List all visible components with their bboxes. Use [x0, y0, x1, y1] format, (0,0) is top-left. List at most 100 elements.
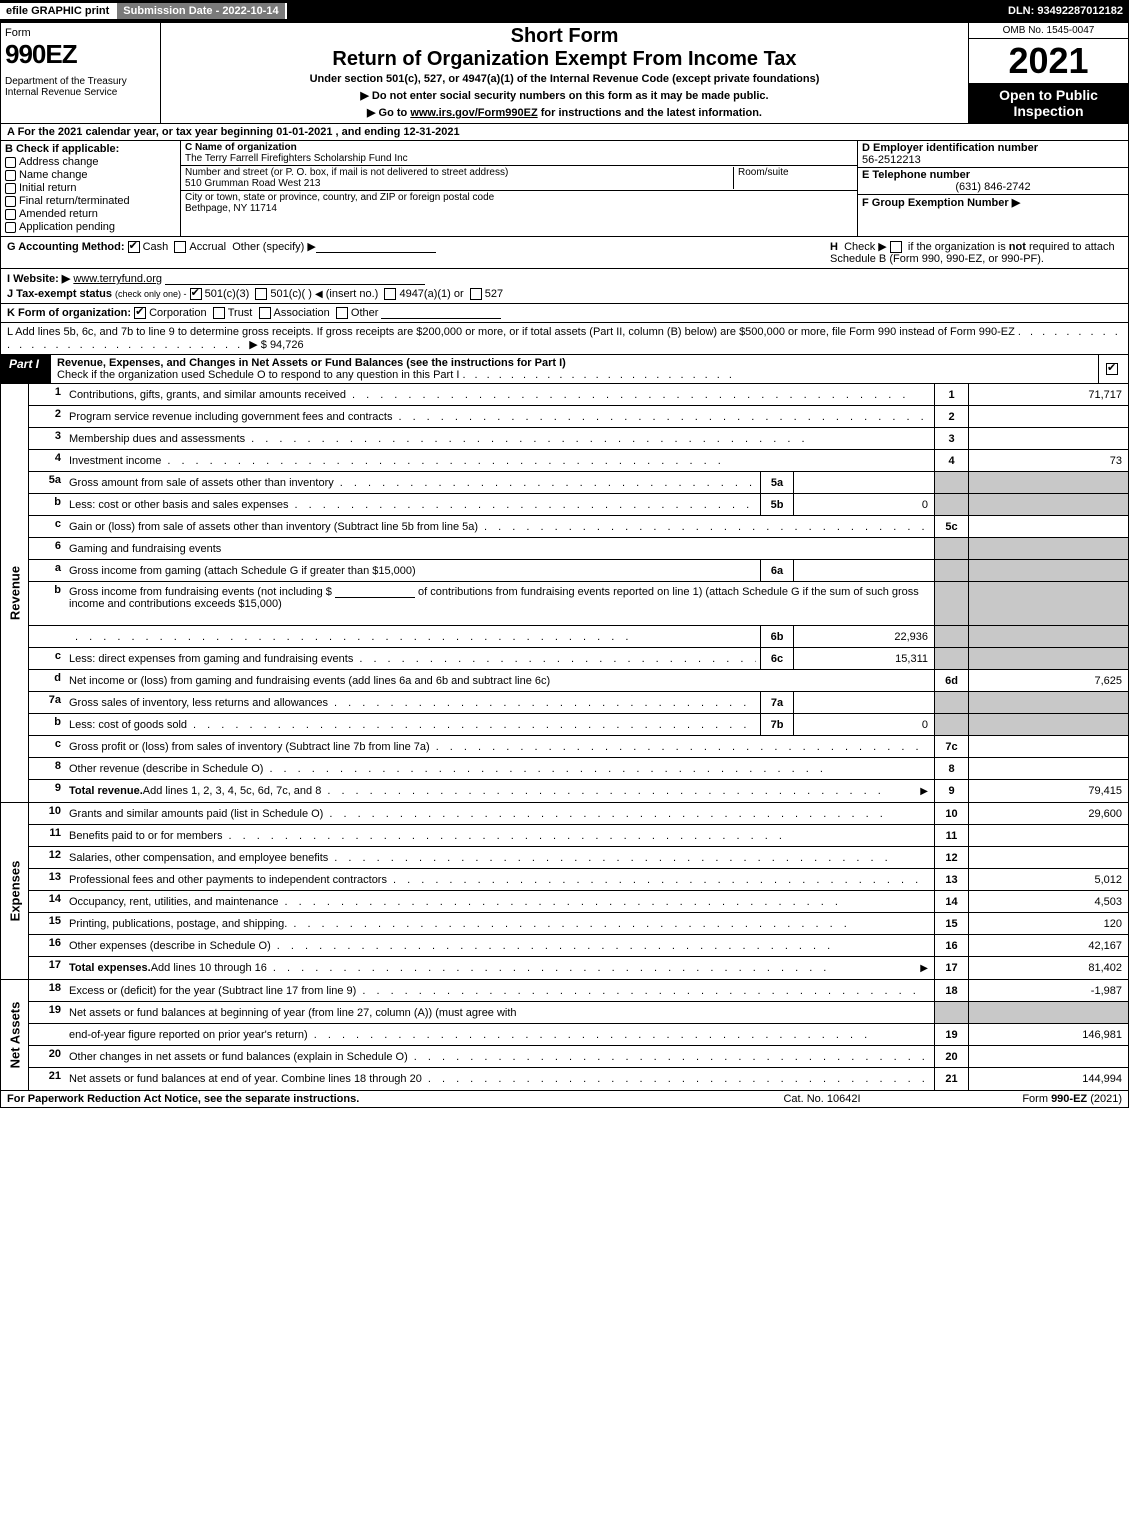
- line-14-val: 4,503: [968, 891, 1128, 912]
- form-label: Form: [5, 27, 156, 39]
- line-9-rest: Add lines 1, 2, 3, 4, 5c, 6d, 7c, and 8: [143, 785, 322, 797]
- c-street: 510 Grumman Road West 213: [185, 178, 320, 189]
- chk-amended-return[interactable]: Amended return: [5, 208, 176, 220]
- line-7a-sn: 7a: [760, 692, 794, 713]
- goto-pre: ▶ Go to: [367, 107, 410, 119]
- line-5b: bLess: cost or other basis and sales exp…: [29, 494, 1128, 516]
- line-10-desc: Grants and similar amounts paid (list in…: [69, 808, 323, 820]
- side-revenue-label: Revenue: [7, 566, 22, 620]
- chk-initial-return[interactable]: Initial return: [5, 182, 176, 194]
- line-21-no: 21: [934, 1068, 968, 1090]
- chk-other-org[interactable]: [336, 307, 348, 319]
- line-14-no: 14: [934, 891, 968, 912]
- line-6d-val: 7,625: [968, 670, 1128, 691]
- line-5a-sn: 5a: [760, 472, 794, 493]
- chk-501c3[interactable]: [190, 288, 202, 300]
- part1-chk[interactable]: [1098, 355, 1128, 383]
- line-8-val: [968, 758, 1128, 779]
- line-9-val: 79,415: [968, 780, 1128, 802]
- line-6d-desc: Net income or (loss) from gaming and fun…: [69, 675, 550, 687]
- line-8-no: 8: [934, 758, 968, 779]
- c-name: The Terry Farrell Firefighters Scholarsh…: [185, 153, 408, 164]
- chk-trust[interactable]: [213, 307, 225, 319]
- line-18: 18Excess or (deficit) for the year (Subt…: [29, 980, 1128, 1002]
- dots: . . . . . . . . . . . . . . . . . . . . …: [392, 411, 930, 423]
- g-other-line[interactable]: [316, 241, 436, 253]
- line-7a-cno: [934, 692, 968, 713]
- dots: . . . . . . . . . . . . . . . . . . . . …: [267, 962, 920, 974]
- chk-final-return[interactable]: Final return/terminated: [5, 195, 176, 207]
- line-1-desc: Contributions, gifts, grants, and simila…: [69, 389, 346, 401]
- line-21-desc: Net assets or fund balances at end of ye…: [69, 1073, 422, 1085]
- expenses-lines: 10Grants and similar amounts paid (list …: [29, 803, 1128, 979]
- chk-address-change[interactable]: Address change: [5, 156, 176, 168]
- efile-bar: efile GRAPHIC print Submission Date - 20…: [0, 0, 1129, 22]
- f-lbl: F Group Exemption Number ▶: [862, 197, 1020, 209]
- line-15: 15Printing, publications, postage, and s…: [29, 913, 1128, 935]
- chk-corp[interactable]: [134, 307, 146, 319]
- line-11-desc: Benefits paid to or for members: [69, 830, 222, 842]
- line-6a-desc: Gross income from gaming (attach Schedul…: [69, 565, 416, 577]
- i-lbl: I Website: ▶: [7, 273, 70, 285]
- d-block: D Employer identification number 56-2512…: [858, 141, 1128, 168]
- line-20-no: 20: [934, 1046, 968, 1067]
- g-lbl: G Accounting Method:: [7, 241, 125, 253]
- chk-name-change-label: Name change: [19, 169, 88, 181]
- dots: . . . . . . . . . . . . . . . . . . . . …: [356, 985, 930, 997]
- part1-tab: Part I: [1, 355, 51, 383]
- line-7c: cGross profit or (loss) from sales of in…: [29, 736, 1128, 758]
- k-other-line[interactable]: [381, 307, 501, 319]
- line-6b-sv: 22,936: [794, 626, 934, 647]
- chk-h[interactable]: [890, 241, 902, 253]
- line-6c: cLess: direct expenses from gaming and f…: [29, 648, 1128, 670]
- part1-title: Revenue, Expenses, and Changes in Net As…: [51, 355, 1098, 383]
- line-11: 11Benefits paid to or for members. . . .…: [29, 825, 1128, 847]
- revenue-lines: 1Contributions, gifts, grants, and simil…: [29, 384, 1128, 802]
- line-17-no: 17: [934, 957, 968, 979]
- chk-assoc[interactable]: [259, 307, 271, 319]
- ftr-m: Cat. No. 10642I: [722, 1093, 922, 1105]
- j-a: 501(c)(3): [205, 288, 250, 300]
- chk-address-change-label: Address change: [19, 156, 99, 168]
- line-13: 13Professional fees and other payments t…: [29, 869, 1128, 891]
- c-name-block: C Name of organization The Terry Farrell…: [181, 141, 857, 166]
- chk-cash[interactable]: [128, 241, 140, 253]
- line-12: 12Salaries, other compensation, and empl…: [29, 847, 1128, 869]
- line-3: 3Membership dues and assessments. . . . …: [29, 428, 1128, 450]
- chk-accrual[interactable]: [174, 241, 186, 253]
- i-website[interactable]: www.terryfund.org: [73, 273, 162, 285]
- chk-name-change[interactable]: Name change: [5, 169, 176, 181]
- e-block: E Telephone number (631) 846-2742: [858, 168, 1128, 195]
- line-7a-sv: [794, 692, 934, 713]
- row-l: L Add lines 5b, 6c, and 7b to line 9 to …: [1, 323, 1128, 355]
- chk-501c[interactable]: [255, 288, 267, 300]
- c-city-lbl: City or town, state or province, country…: [185, 192, 494, 203]
- ftr-r-post: (2021): [1087, 1093, 1122, 1105]
- chk-527[interactable]: [470, 288, 482, 300]
- line-8-desc: Other revenue (describe in Schedule O): [69, 763, 263, 775]
- line-7b: bLess: cost of goods sold. . . . . . . .…: [29, 714, 1128, 736]
- line-7c-desc: Gross profit or (loss) from sales of inv…: [69, 741, 430, 753]
- footer: For Paperwork Reduction Act Notice, see …: [1, 1090, 1128, 1107]
- line-3-val: [968, 428, 1128, 449]
- ftr-r-b: 990-EZ: [1051, 1093, 1087, 1105]
- revenue-table: Revenue 1Contributions, gifts, grants, a…: [1, 384, 1128, 802]
- line-10-val: 29,600: [968, 803, 1128, 824]
- line-7c-val: [968, 736, 1128, 757]
- goto-link[interactable]: www.irs.gov/Form990EZ: [410, 107, 537, 119]
- chk-application-pending[interactable]: Application pending: [5, 221, 176, 233]
- line-6d-no: 6d: [934, 670, 968, 691]
- line-14-desc: Occupancy, rent, utilities, and maintena…: [69, 896, 279, 908]
- g-cash: Cash: [143, 241, 169, 253]
- line-1-val: 71,717: [968, 384, 1128, 405]
- line-20-val: [968, 1046, 1128, 1067]
- k-lbl: K Form of organization:: [7, 307, 131, 319]
- chk-4947[interactable]: [384, 288, 396, 300]
- part1-sub: Check if the organization used Schedule …: [57, 369, 459, 381]
- line-6a-sn: 6a: [760, 560, 794, 581]
- dots: . . . . . . . . . . . . . . . . . . . . …: [328, 697, 756, 709]
- line-6a: aGross income from gaming (attach Schedu…: [29, 560, 1128, 582]
- line-15-val: 120: [968, 913, 1128, 934]
- dots: . . . . . . . . . . . . . . . . . . . . …: [430, 741, 930, 753]
- efile-print[interactable]: efile GRAPHIC print: [0, 3, 117, 19]
